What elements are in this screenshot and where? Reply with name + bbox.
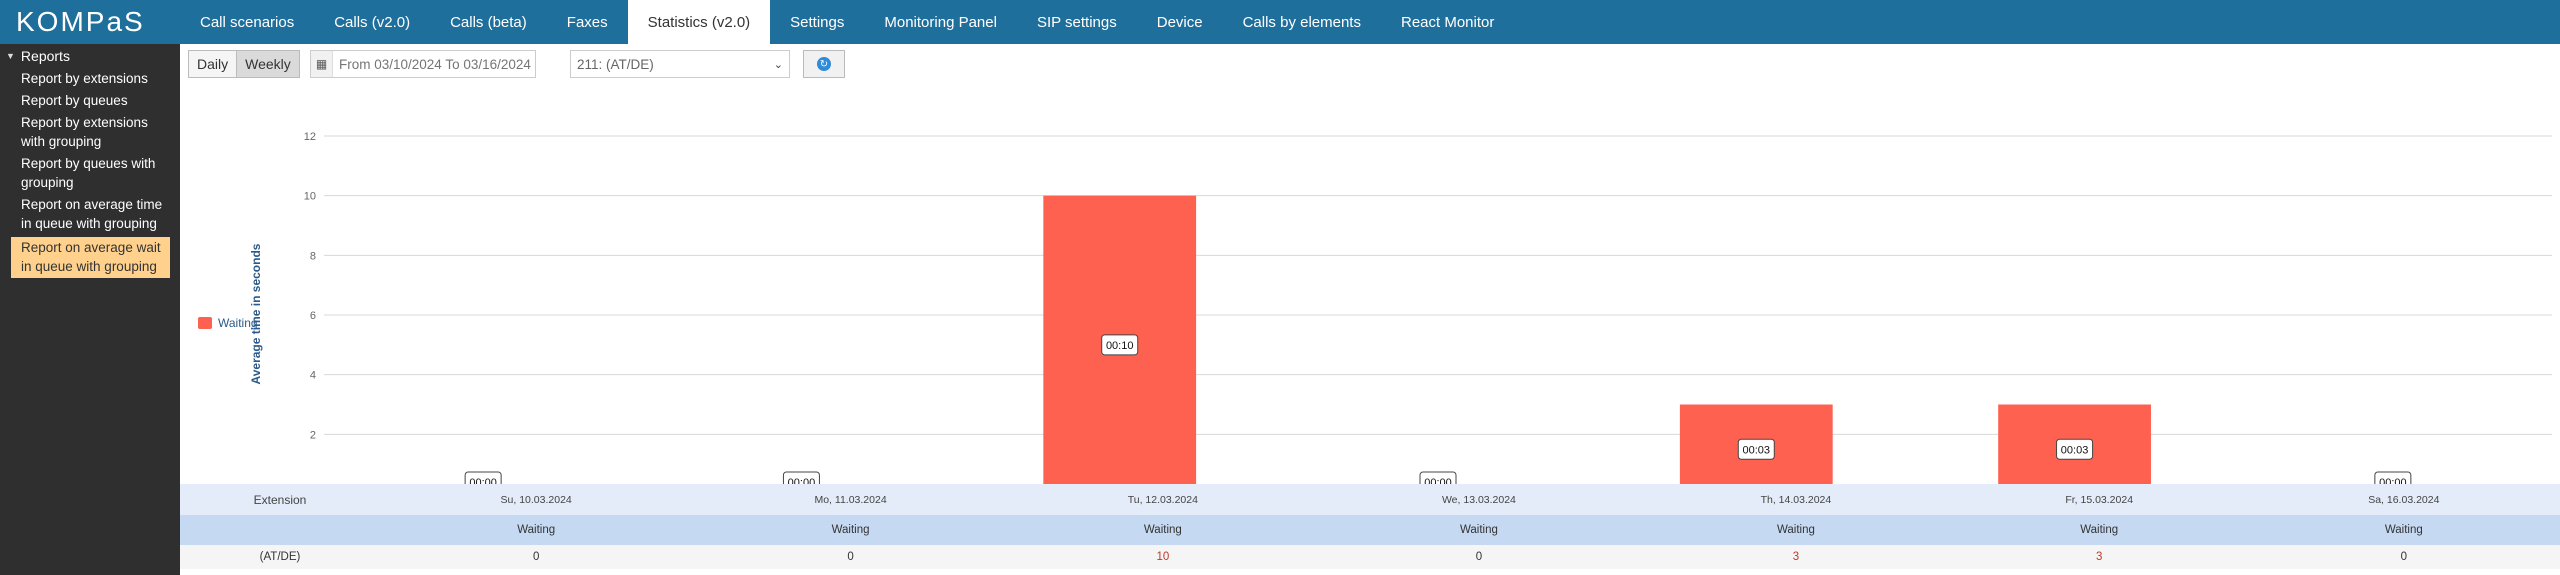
nav-item-device[interactable]: Device (1156, 13, 1203, 31)
table-header-date: Th, 14.03.2024 (1641, 484, 1951, 515)
sidebar-item-4[interactable]: Report by queues with grouping (21, 156, 156, 190)
chart-legend[interactable]: Waiting (198, 316, 258, 330)
nav-item-calls-by-elements[interactable]: Calls by elements (1242, 13, 1361, 31)
sidebar-section-label: Reports (20, 48, 70, 64)
table-subheader-waiting: Waiting (692, 515, 1009, 545)
legend-label-waiting: Waiting (218, 316, 258, 330)
data-label: 00:03 (2061, 444, 2089, 456)
date-range-input[interactable] (333, 52, 531, 76)
daily-button[interactable]: Daily (188, 50, 238, 78)
chevron-down-icon: ⌄ (773, 58, 783, 71)
table-cell-value: 0 (692, 545, 1009, 569)
y-tick-label: 8 (310, 250, 316, 262)
table-subheader-waiting: Waiting (1316, 515, 1642, 545)
nav-item-sip-settings[interactable]: SIP settings (1036, 13, 1117, 31)
app-logo[interactable]: KOMPaS (0, 0, 180, 44)
table-subheader-waiting: Waiting (2247, 515, 2560, 545)
queue-select-value: 211: (AT/DE) (577, 56, 654, 72)
top-navigation-bar: KOMPaS Call scenarios Calls (v2.0) Calls (… (0, 0, 2560, 44)
table-header-extension: Extension (180, 484, 380, 515)
nav-item-monitoring-panel[interactable]: Monitoring Panel (884, 13, 997, 31)
nav-item-settings[interactable]: Settings (790, 13, 845, 31)
y-tick-label: 2 (310, 429, 316, 441)
refresh-icon: ↻ (817, 57, 831, 71)
y-tick-label: 4 (310, 370, 316, 382)
sidebar-item-5[interactable]: Report on average time in queue with gro… (21, 197, 163, 231)
table-subheader-waiting: Waiting (1950, 515, 2248, 545)
data-label-box (2056, 438, 2094, 460)
date-range-picker: ▦ (310, 50, 536, 78)
table-header-date: Mo, 11.03.2024 (692, 484, 1009, 515)
nav-item-call-scenarios[interactable]: Call scenarios (200, 13, 295, 31)
sidebar-section-reports[interactable]: ▼ Reports (0, 44, 180, 68)
table-subheader-row: Waiting Waiting Waiting Waiting Waiting Waiti… (180, 515, 2560, 545)
table-header-date: Fr, 15.03.2024 (1950, 484, 2248, 515)
data-label: 00:03 (1743, 444, 1771, 456)
y-tick-label: 10 (304, 191, 316, 203)
table-subheader-blank (180, 515, 380, 545)
table-header-date: Tu, 12.03.2024 (1008, 484, 1317, 515)
sidebar-item-6[interactable]: Report on average wait in queue with gro… (11, 237, 170, 278)
table-cell-value: 0 (1316, 545, 1642, 569)
sidebar-item-3[interactable]: Report by extensions with grouping (21, 115, 148, 149)
report-table: Extension Su, 10.03.2024 Mo, 11.03.2024 Tu,… (180, 484, 2560, 569)
sidebar-item-2[interactable]: Report by queues (21, 93, 128, 108)
table-header-row: Extension Su, 10.03.2024 Mo, 11.03.2024 Tu,… (180, 484, 2560, 515)
main-nav: Call scenarios Calls (v2.0) Calls (beta) Fa… (180, 0, 1514, 44)
table-header-date: We, 13.03.2024 (1316, 484, 1642, 515)
y-tick-label: 12 (304, 131, 316, 143)
table-row-label: (AT/DE) (180, 545, 380, 569)
nav-item-calls-v2-0[interactable]: Calls (v2.0) (334, 13, 411, 31)
period-toggle: Daily Weekly (188, 50, 300, 78)
nav-item-faxes[interactable]: Faxes (566, 13, 608, 31)
table-cell-value: 0 (380, 545, 693, 569)
table-subheader-waiting: Waiting (1008, 515, 1317, 545)
table-subheader-waiting: Waiting (380, 515, 693, 545)
refresh-button[interactable]: ↻ (803, 50, 845, 78)
queue-select[interactable]: 211: (AT/DE) ⌄ (570, 50, 790, 78)
data-label-box (1737, 438, 1775, 460)
table-cell-value: 3 (1950, 545, 2248, 569)
data-label: 00:10 (1106, 340, 1134, 352)
table-cell-value: 10 (1008, 545, 1317, 569)
sidebar: ▼ Reports Report by extensions Report by … (0, 44, 180, 575)
table-row: (AT/DE) 0 0 10 0 3 3 0 (180, 545, 2560, 569)
table-header-date: Su, 10.03.2024 (380, 484, 693, 515)
chart-plot: 024681012Monday00:00Tuesday00:00Wednesda… (304, 131, 2552, 515)
bar-chart: Waiting Average time in seconds 02468101… (180, 84, 2560, 524)
nav-item-statistics-v2-0[interactable]: Statistics (v2.0) (627, 0, 771, 44)
nav-item-react-monitor[interactable]: React Monitor (1400, 13, 1495, 31)
y-axis-title: Average time in seconds (249, 243, 263, 385)
caret-down-icon[interactable]: ▼ (6, 51, 15, 61)
sidebar-item-1[interactable]: Report by extensions (21, 71, 148, 86)
table-subheader-waiting: Waiting (1641, 515, 1951, 545)
table-cell-value: 3 (1641, 545, 1951, 569)
sidebar-item-list: Report by extensions Report by queues Repo… (0, 68, 180, 278)
report-toolbar: Daily Weekly ▦ 211: (AT/DE) ⌄ ↻ (180, 44, 2560, 86)
calendar-icon[interactable]: ▦ (311, 51, 333, 77)
nav-item-calls-beta[interactable]: Calls (beta) (450, 13, 527, 31)
table-header-date: Sa, 16.03.2024 (2247, 484, 2560, 515)
table-cell-value: 0 (2247, 545, 2560, 569)
legend-swatch-waiting (198, 317, 212, 329)
main-content: Daily Weekly ▦ 211: (AT/DE) ⌄ ↻ Waiting … (180, 44, 2560, 575)
data-label-box (1101, 334, 1139, 356)
y-tick-label: 6 (310, 310, 316, 322)
weekly-button[interactable]: Weekly (237, 50, 300, 78)
